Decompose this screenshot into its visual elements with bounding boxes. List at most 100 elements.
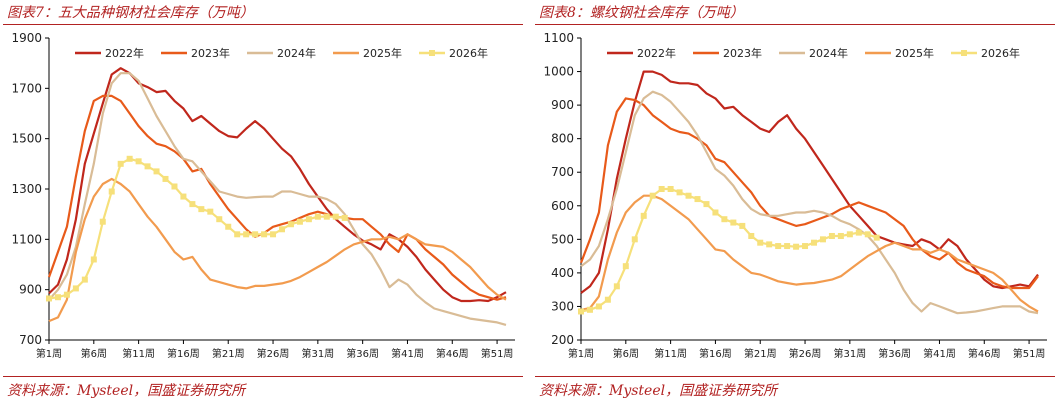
title-divider	[3, 24, 523, 25]
y-tick-label: 1300	[11, 182, 42, 196]
series-line	[48, 72, 507, 326]
series-marker	[604, 296, 611, 303]
x-tick-label: 第21周	[212, 347, 245, 360]
y-tick-label: 500	[551, 232, 574, 246]
source-divider	[535, 376, 1055, 377]
legend-marker	[961, 50, 967, 56]
series-marker	[341, 214, 348, 221]
x-tick-label: 第16周	[167, 347, 200, 360]
y-tick-label: 1700	[11, 81, 42, 95]
series-marker	[108, 188, 115, 195]
series-marker	[640, 212, 647, 219]
series-marker	[72, 285, 79, 292]
x-tick-label: 第41周	[391, 347, 424, 360]
x-tick-label: 第11周	[654, 347, 687, 360]
series-marker	[811, 239, 817, 246]
series-line	[580, 90, 1039, 315]
chart-panel-rebar-inventory: 图表8：螺纹钢社会库存（万吨） 200 300 400 500 600 700 800 900…	[535, 0, 1055, 403]
chart-panel-steel-inventory: 图表7：五大品种钢材社会库存（万吨） 700 900 1100 1300 1500 170…	[3, 0, 523, 403]
y-tick-label: 900	[19, 283, 42, 297]
x-tick-label: 第36周	[878, 347, 911, 360]
y-tick-label: 800	[551, 132, 574, 146]
series-marker	[676, 189, 683, 196]
series-line	[579, 97, 1039, 290]
series-marker	[305, 216, 312, 223]
series-marker	[667, 186, 674, 192]
series-marker	[846, 231, 853, 238]
series-marker	[748, 232, 755, 239]
series-marker	[180, 193, 187, 200]
series-marker	[578, 308, 584, 315]
series-marker	[270, 231, 277, 238]
y-tick-label: 900	[551, 98, 574, 112]
y-tick-label: 1900	[11, 31, 42, 45]
legend-label: 2026年	[981, 46, 1020, 60]
series-marker	[225, 223, 232, 230]
x-tick-label: 第36周	[346, 347, 379, 360]
y-tick-label: 300	[551, 299, 574, 313]
legend-label: 2022年	[637, 46, 676, 60]
series-marker	[757, 239, 764, 246]
series-marker	[586, 306, 593, 313]
x-tick-label: 第6周	[81, 347, 107, 360]
series-marker	[261, 231, 268, 238]
x-tick-label: 第46周	[436, 347, 469, 360]
series-marker	[649, 192, 656, 199]
series-marker	[171, 183, 178, 190]
series-marker	[694, 196, 701, 203]
series-marker	[766, 241, 773, 248]
series-marker	[631, 236, 638, 243]
series-marker	[332, 213, 339, 220]
series-marker	[46, 295, 52, 302]
legend-label: 2026年	[449, 46, 488, 60]
x-tick-label: 第21周	[744, 347, 777, 360]
title-divider	[535, 24, 1055, 25]
y-tick-label: 1100	[11, 232, 42, 246]
series-marker	[721, 216, 728, 223]
series-marker	[837, 232, 844, 239]
series-marker	[153, 168, 160, 175]
series-marker	[135, 158, 142, 165]
series-line	[47, 94, 507, 301]
series-marker	[279, 226, 285, 233]
series-marker	[864, 231, 871, 238]
series-marker	[658, 186, 665, 192]
y-tick-label: 600	[551, 199, 574, 213]
x-tick-label: 第11周	[122, 347, 155, 360]
legend-label: 2025年	[895, 46, 934, 60]
series-marker	[252, 231, 259, 238]
series-marker	[287, 221, 294, 228]
series-marker	[828, 232, 835, 239]
y-tick-label: 200	[551, 333, 574, 347]
legend-label: 2023年	[191, 46, 230, 60]
series-marker	[198, 206, 205, 213]
series-line	[580, 187, 878, 313]
x-tick-label: 第46周	[968, 347, 1001, 360]
series-marker	[234, 231, 241, 238]
x-tick-label: 第1周	[568, 347, 594, 360]
x-tick-label: 第6周	[613, 347, 639, 360]
series-marker	[739, 222, 746, 229]
series-marker	[81, 276, 88, 283]
series-marker	[63, 291, 70, 298]
y-tick-label: 1100	[543, 31, 574, 45]
series-marker	[703, 201, 710, 208]
x-tick-label: 第26周	[789, 347, 822, 360]
chart-source: 资料来源：Mysteel，国盛证券研究所	[539, 383, 778, 399]
series-line	[580, 194, 1039, 313]
series-marker	[873, 234, 880, 241]
legend-label: 2024年	[809, 46, 848, 60]
series-line	[48, 177, 507, 323]
series-marker	[117, 160, 124, 167]
steel-inventory-line-chart: 700 900 1100 1300 1500 1700 1900 第1周 第6周 第11周 第16周…	[11, 31, 515, 360]
y-tick-label: 400	[551, 266, 574, 280]
x-tick-label: 第31周	[833, 347, 866, 360]
series-marker	[162, 175, 169, 182]
series-marker	[855, 229, 862, 236]
y-tick-label: 700	[19, 333, 42, 347]
chart-title: 图表7：五大品种钢材社会库存（万吨）	[7, 5, 254, 21]
y-tick-label: 1500	[11, 132, 42, 146]
series-marker	[685, 192, 692, 199]
x-tick-label: 第51周	[1013, 347, 1046, 360]
series-marker	[144, 163, 151, 170]
